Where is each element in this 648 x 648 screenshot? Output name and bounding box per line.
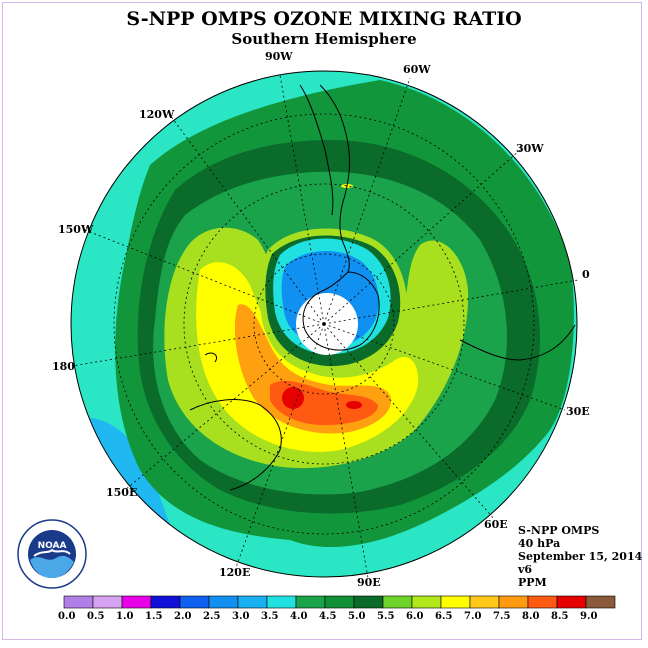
colorbar-swatch <box>353 595 384 609</box>
colorbar-tick-label: 8.5 <box>551 611 568 622</box>
lon-label-30w: 30W <box>516 142 544 155</box>
colorbar-swatch <box>527 595 558 609</box>
meridian-90w <box>279 74 325 325</box>
colorbar-tick-label: 4.0 <box>290 611 307 622</box>
lon-label-60e: 60E <box>484 518 508 531</box>
lon-label-120w: 120W <box>139 108 175 121</box>
colorbar-tick-label: 5.5 <box>377 611 394 622</box>
colorbar-swatch <box>556 595 587 609</box>
colorbar-swatch <box>295 595 326 609</box>
meridian-150e <box>124 323 325 491</box>
info-panel: S-NPP OMPS 40 hPa September 15, 2014 v6 … <box>518 524 642 589</box>
latitude-circle-2 <box>183 183 465 465</box>
info-instrument: S-NPP OMPS <box>518 524 600 537</box>
colorbar-swatch <box>150 595 181 609</box>
lon-label-30e: 30E <box>566 405 590 418</box>
lon-label-150e: 150E <box>106 486 137 499</box>
colorbar-tick-label: 8.0 <box>522 611 539 622</box>
colorbar-swatch <box>324 595 355 609</box>
coast-south-america-west <box>299 84 334 216</box>
lon-label-150w: 150W <box>58 223 94 236</box>
ozone-region-red <box>282 387 304 409</box>
colorbar-tick-label: 5.0 <box>348 611 365 622</box>
colorbar-tick-label: 3.5 <box>261 611 278 622</box>
latitude-circle-3 <box>113 113 535 535</box>
ozone-region-red-small <box>346 401 362 409</box>
figure-frame <box>2 2 642 640</box>
colorbar: 0.0 0.5 1.0 1.5 2.0 2.5 3.0 3.5 4.0 4.5 5.0 5.5 6.0 6… <box>58 595 616 622</box>
coast-australia <box>189 399 282 491</box>
map-title: S-NPP OMPS OZONE MIXING RATIO <box>126 8 522 30</box>
colorbar-tick-label: 7.5 <box>493 611 510 622</box>
colorbar-tick-label: 4.5 <box>319 611 336 622</box>
latitude-circle-1 <box>253 253 395 395</box>
coastlines <box>189 84 576 491</box>
lon-label-90e: 90E <box>357 576 381 589</box>
graticule <box>71 74 579 579</box>
colorbar-tick-label: 0.5 <box>87 611 104 622</box>
noaa-logo: NOAA <box>17 519 87 589</box>
colorbar-tick-label: 6.5 <box>435 611 452 622</box>
info-units: PPM <box>518 576 547 589</box>
colorbar-swatch <box>179 595 210 609</box>
colorbar-tick-label: 9.0 <box>580 611 597 622</box>
ozone-field <box>71 71 577 577</box>
colorbar-tick-label: 6.0 <box>406 611 423 622</box>
info-level: 40 hPa <box>518 537 561 550</box>
coast-antarctica <box>302 271 380 351</box>
info-version: v6 <box>518 563 533 576</box>
colorbar-swatch <box>469 595 500 609</box>
lon-label-60w: 60W <box>403 63 431 76</box>
colorbar-swatch <box>121 595 152 609</box>
colorbar-tick-label: 1.0 <box>116 611 133 622</box>
lon-label-90w: 90W <box>265 50 293 63</box>
lon-label-0: 0 <box>582 268 590 281</box>
colorbar-swatch <box>92 595 123 609</box>
colorbar-swatch <box>208 595 239 609</box>
meridian-120e <box>234 323 325 571</box>
meridian-120w <box>169 114 325 325</box>
meridian-30w <box>323 149 521 325</box>
colorbar-tick-label: 2.0 <box>174 611 191 622</box>
info-date: September 15, 2014 <box>518 550 643 563</box>
map-subtitle: Southern Hemisphere <box>231 30 417 48</box>
meridian-60e <box>323 323 496 521</box>
colorbar-tick-label: 7.0 <box>464 611 481 622</box>
colorbar-tick-label: 3.0 <box>232 611 249 622</box>
map-boundary <box>70 70 578 578</box>
lon-label-180: 180 <box>52 360 75 373</box>
coast-island <box>204 352 218 363</box>
colorbar-swatch <box>440 595 471 609</box>
colorbar-swatch <box>63 595 94 609</box>
logo-text: NOAA <box>38 541 67 551</box>
coast-africa <box>459 324 576 361</box>
colorbar-tick-label: 1.5 <box>145 611 162 622</box>
colorbar-tick-label: 0.0 <box>58 611 75 622</box>
colorbar-swatch <box>498 595 529 609</box>
colorbar-swatch <box>585 595 616 609</box>
pole-hole <box>296 293 358 355</box>
lon-label-120e: 120E <box>219 566 250 579</box>
colorbar-swatch <box>266 595 297 609</box>
meridian-60w <box>323 77 411 325</box>
colorbar-swatch <box>382 595 413 609</box>
colorbar-swatch <box>237 595 268 609</box>
colorbar-swatch <box>411 595 442 609</box>
colorbar-tick-label: 2.5 <box>203 611 220 622</box>
